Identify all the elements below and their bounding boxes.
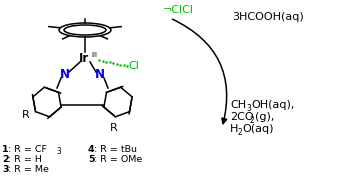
Text: 3: 3	[2, 165, 8, 174]
Text: : R = Me: : R = Me	[8, 165, 49, 174]
Text: 4: 4	[88, 145, 95, 154]
Text: OH(aq),: OH(aq),	[251, 100, 294, 110]
Text: 2: 2	[250, 116, 255, 125]
Text: R: R	[110, 123, 118, 133]
Text: ¬ClCl: ¬ClCl	[163, 5, 194, 15]
Text: N: N	[95, 68, 105, 81]
Text: CH: CH	[230, 100, 246, 110]
FancyArrowPatch shape	[173, 19, 227, 124]
Text: 5: 5	[88, 155, 95, 164]
Text: H: H	[230, 124, 238, 134]
Text: 3: 3	[246, 104, 251, 113]
Text: : R = CF: : R = CF	[8, 145, 47, 154]
Text: : R = OMe: : R = OMe	[94, 155, 142, 164]
Text: : R = tBu: : R = tBu	[94, 145, 137, 154]
Text: III: III	[91, 52, 97, 58]
Text: 2: 2	[2, 155, 8, 164]
Text: Ir: Ir	[79, 51, 89, 64]
Text: 2: 2	[237, 128, 242, 137]
Text: 2CO: 2CO	[230, 112, 253, 122]
Text: O(aq): O(aq)	[242, 124, 274, 134]
Text: 3HCOOH(aq): 3HCOOH(aq)	[232, 12, 304, 22]
Text: : R = H: : R = H	[8, 155, 42, 164]
Text: (g),: (g),	[255, 112, 274, 122]
Text: Cl: Cl	[128, 61, 139, 71]
Text: R: R	[22, 110, 30, 120]
Text: N: N	[60, 68, 70, 81]
Text: 1: 1	[2, 145, 8, 154]
Text: 3: 3	[56, 147, 61, 156]
